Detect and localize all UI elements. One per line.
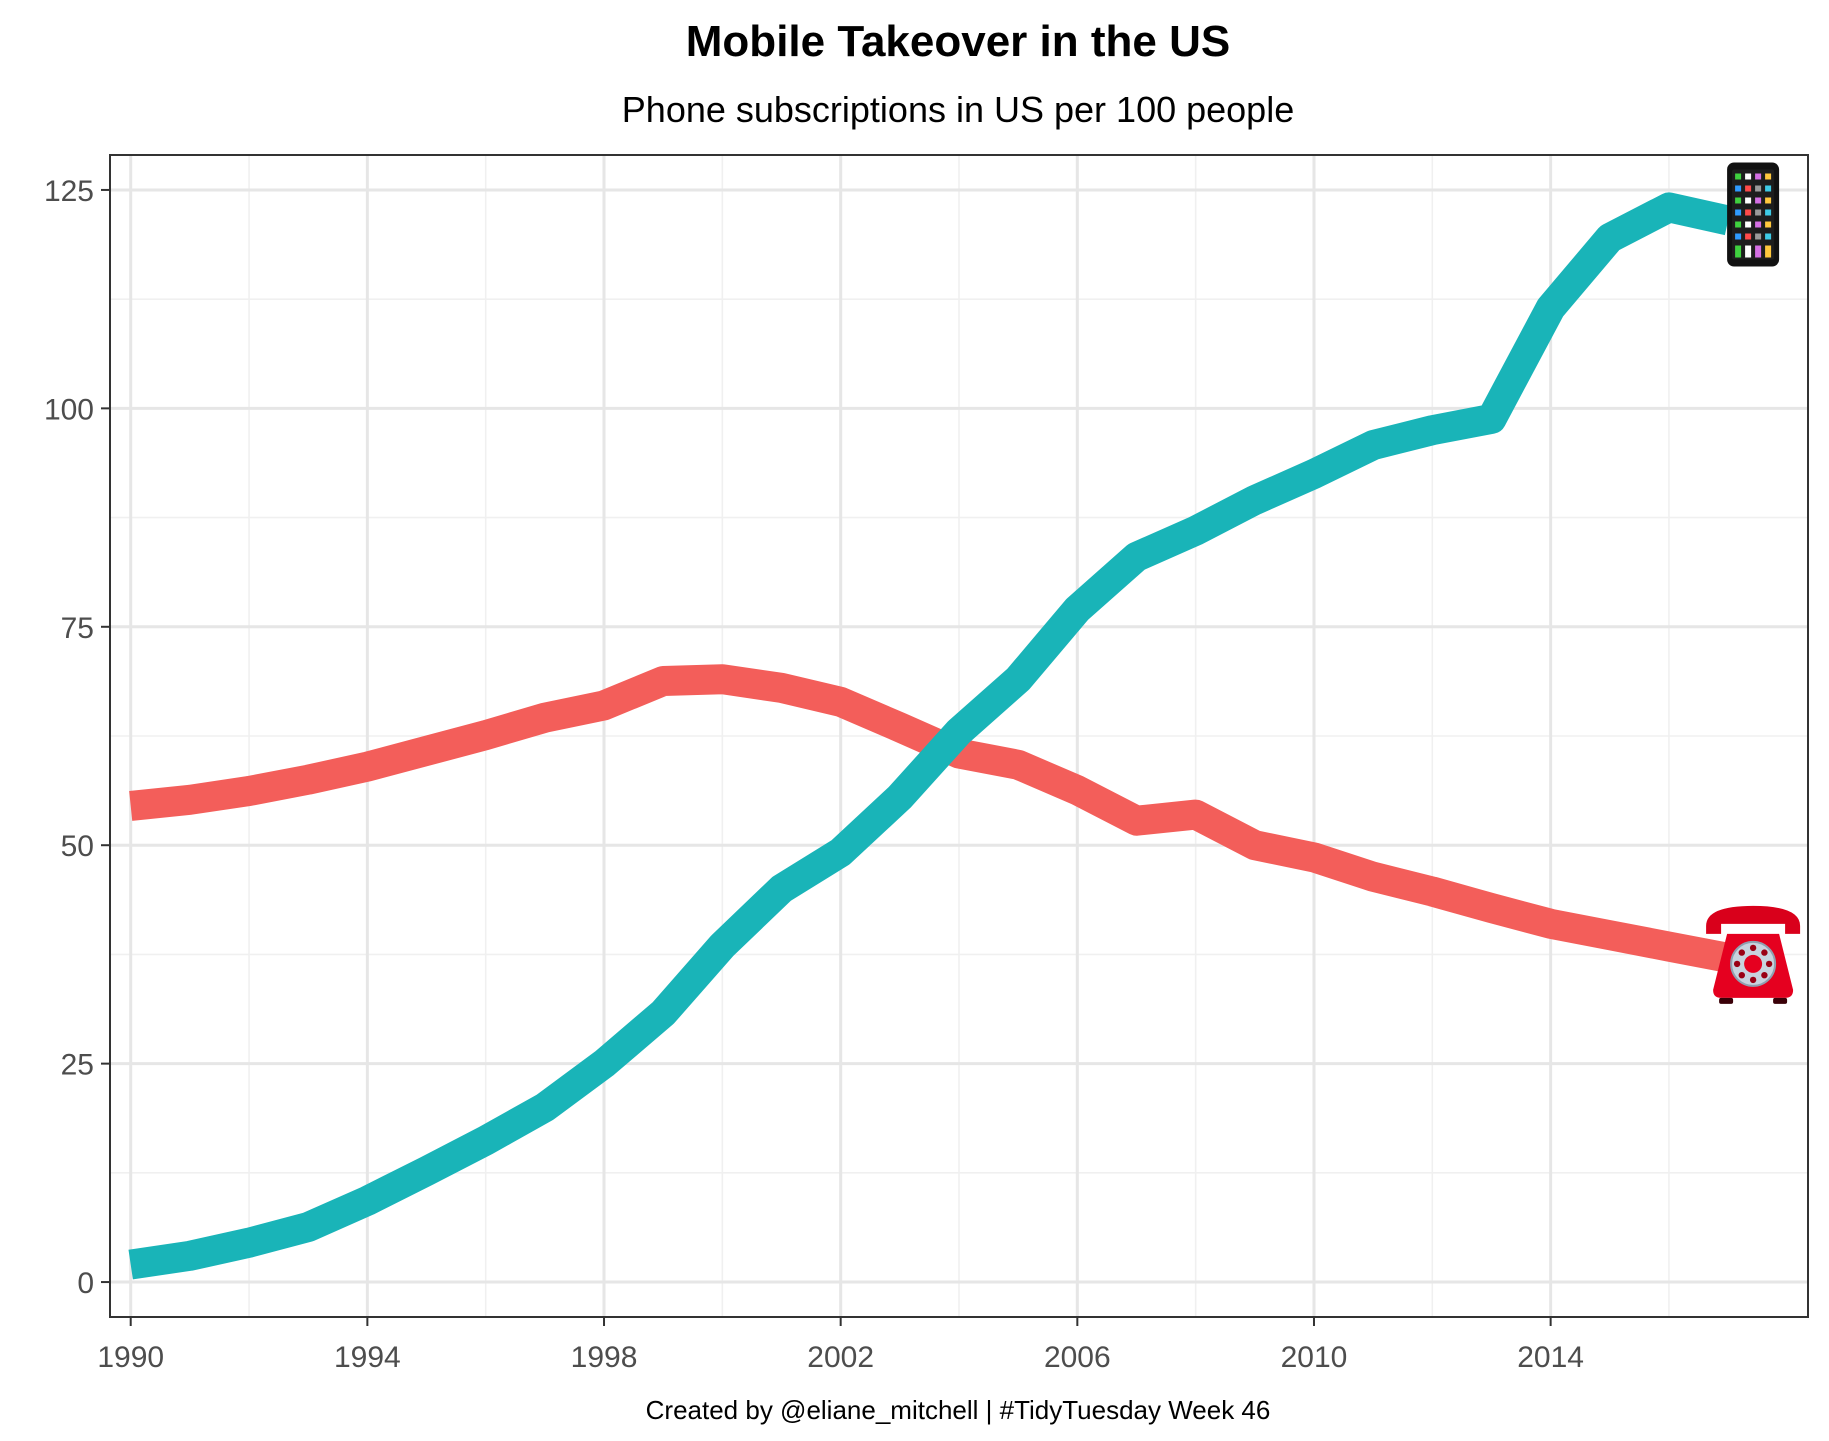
x-tick-label: 2010 [1281,1341,1348,1374]
minor-gridlines [110,155,1808,1317]
chart-title: Mobile Takeover in the US [686,17,1230,66]
chart-subtitle: Phone subscriptions in US per 100 people [622,89,1294,130]
y-axis: 0 25 50 75 100 125 [44,175,110,1300]
y-tick-label: 25 [61,1049,94,1082]
x-tick-label: 2014 [1517,1341,1584,1374]
mobile-phone-icon [1727,162,1780,267]
major-gridlines [110,155,1808,1317]
panel-border [109,154,1809,1318]
x-tick-label: 2002 [807,1341,874,1374]
end-icons [1706,162,1801,1004]
series-layer [128,192,1732,1280]
y-tick-label: 50 [61,830,94,863]
x-tick-label: 1998 [571,1341,638,1374]
telephone-icon [1706,905,1801,1004]
y-tick-label: 0 [77,1267,94,1300]
x-tick-label: 2006 [1044,1341,1111,1374]
y-tick-label: 75 [61,612,94,645]
chart-caption: Created by @eliane_mitchell | #TidyTuesd… [646,1395,1271,1425]
x-tick-label: 1990 [97,1341,164,1374]
landline-series-line [129,664,1731,973]
x-axis: 1990 1994 1998 2002 2006 2010 2014 [97,1317,1584,1374]
y-tick-label: 100 [44,393,94,426]
mobile-series-line [128,192,1732,1280]
y-tick-label: 125 [44,175,94,208]
x-tick-label: 1994 [334,1341,401,1374]
